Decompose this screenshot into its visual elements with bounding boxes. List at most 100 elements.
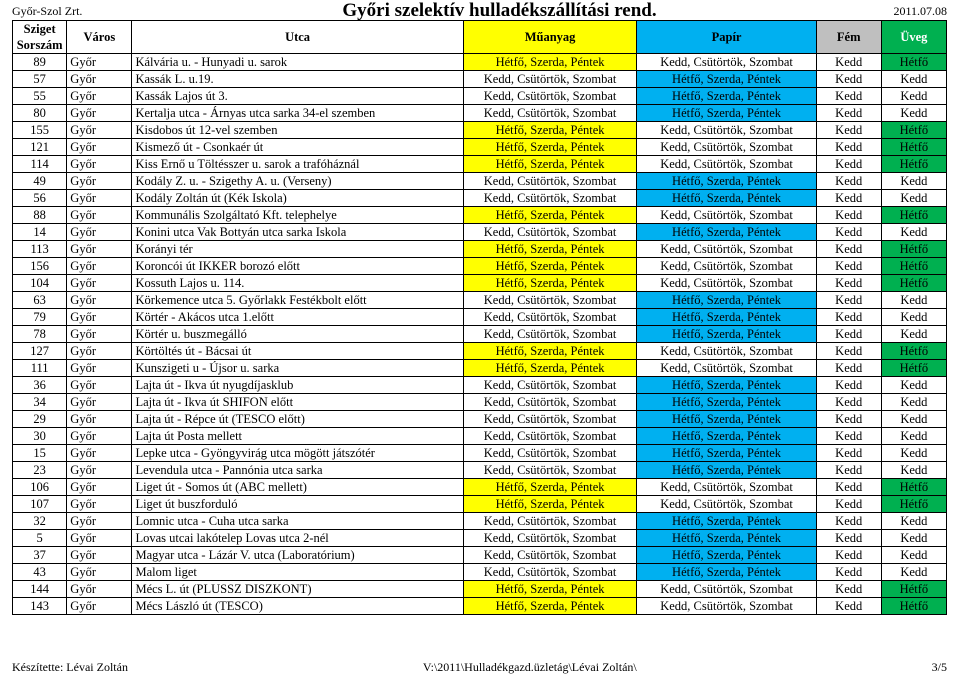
- table-row: 127GyőrKörtöltés út - Bácsai útHétfő, Sz…: [13, 343, 947, 360]
- cell-uveg: Hétfő: [881, 156, 946, 173]
- cell-varos: Győr: [67, 258, 132, 275]
- cell-utca: Kodály Zoltán út (Kék Iskola): [132, 190, 463, 207]
- cell-varos: Győr: [67, 139, 132, 156]
- cell-uveg: Kedd: [881, 105, 946, 122]
- cell-sorszam: 79: [13, 309, 67, 326]
- table-row: 32GyőrLomnic utca - Cuha utca sarkaKedd,…: [13, 513, 947, 530]
- cell-muanyag: Kedd, Csütörtök, Szombat: [463, 411, 637, 428]
- cell-muanyag: Kedd, Csütörtök, Szombat: [463, 71, 637, 88]
- cell-sorszam: 49: [13, 173, 67, 190]
- cell-sorszam: 55: [13, 88, 67, 105]
- cell-utca: Liget út - Somos út (ABC mellett): [132, 479, 463, 496]
- cell-varos: Győr: [67, 547, 132, 564]
- table-row: 156GyőrKoroncói út IKKER borozó előtt Hét…: [13, 258, 947, 275]
- footer-path: V:\2011\Hulladékgazd.üzletág\Lévai Zoltá…: [423, 660, 637, 675]
- cell-sorszam: 57: [13, 71, 67, 88]
- cell-utca: Konini utca Vak Bottyán utca sarka Iskol…: [132, 224, 463, 241]
- table-row: 114GyőrKiss Ernő u Töltésszer u. sarok a…: [13, 156, 947, 173]
- cell-utca: Levendula utca - Pannónia utca sarka: [132, 462, 463, 479]
- cell-muanyag: Kedd, Csütörtök, Szombat: [463, 394, 637, 411]
- cell-papir: Kedd, Csütörtök, Szombat: [637, 156, 816, 173]
- col-uveg: Üveg: [881, 21, 946, 54]
- cell-uveg: Kedd: [881, 71, 946, 88]
- cell-sorszam: 107: [13, 496, 67, 513]
- cell-uveg: Kedd: [881, 564, 946, 581]
- cell-uveg: Hétfő: [881, 54, 946, 71]
- cell-sorszam: 80: [13, 105, 67, 122]
- cell-papir: Hétfő, Szerda, Péntek: [637, 513, 816, 530]
- cell-sorszam: 36: [13, 377, 67, 394]
- cell-papir: Kedd, Csütörtök, Szombat: [637, 581, 816, 598]
- cell-papir: Kedd, Csütörtök, Szombat: [637, 360, 816, 377]
- cell-utca: Lepke utca - Gyöngyvirág utca mögött ját…: [132, 445, 463, 462]
- table-row: 104GyőrKossuth Lajos u. 114.Hétfő, Szerd…: [13, 275, 947, 292]
- cell-papir: Hétfő, Szerda, Péntek: [637, 547, 816, 564]
- table-row: 30GyőrLajta út Posta mellettKedd, Csütör…: [13, 428, 947, 445]
- cell-varos: Győr: [67, 173, 132, 190]
- cell-utca: Mécs László út (TESCO): [132, 598, 463, 615]
- cell-utca: Körtér u. buszmegálló: [132, 326, 463, 343]
- cell-fem: Kedd: [816, 479, 881, 496]
- table-row: 89GyőrKálvária u. - Hunyadi u. sarokHétf…: [13, 54, 947, 71]
- table-row: 37GyőrMagyar utca - Lázár V. utca (Labor…: [13, 547, 947, 564]
- cell-muanyag: Hétfő, Szerda, Péntek: [463, 207, 637, 224]
- cell-papir: Hétfő, Szerda, Péntek: [637, 88, 816, 105]
- cell-muanyag: Hétfő, Szerda, Péntek: [463, 581, 637, 598]
- cell-uveg: Hétfő: [881, 343, 946, 360]
- cell-fem: Kedd: [816, 445, 881, 462]
- cell-papir: Hétfő, Szerda, Péntek: [637, 292, 816, 309]
- cell-sorszam: 37: [13, 547, 67, 564]
- cell-muanyag: Hétfő, Szerda, Péntek: [463, 54, 637, 71]
- table-row: 106GyőrLiget út - Somos út (ABC mellett)…: [13, 479, 947, 496]
- cell-fem: Kedd: [816, 309, 881, 326]
- cell-sorszam: 156: [13, 258, 67, 275]
- cell-sorszam: 32: [13, 513, 67, 530]
- cell-varos: Győr: [67, 275, 132, 292]
- cell-utca: Koroncói út IKKER borozó előtt: [132, 258, 463, 275]
- cell-varos: Győr: [67, 309, 132, 326]
- table-row: 144GyőrMécs L. út (PLUSSZ DISZKONT)Hétfő…: [13, 581, 947, 598]
- cell-fem: Kedd: [816, 258, 881, 275]
- cell-uveg: Hétfő: [881, 241, 946, 258]
- table-row: 15GyőrLepke utca - Gyöngyvirág utca mögö…: [13, 445, 947, 462]
- cell-uveg: Hétfő: [881, 598, 946, 615]
- cell-papir: Hétfő, Szerda, Péntek: [637, 394, 816, 411]
- table-row: 113GyőrKorányi térHétfő, Szerda, PéntekK…: [13, 241, 947, 258]
- cell-muanyag: Kedd, Csütörtök, Szombat: [463, 377, 637, 394]
- cell-papir: Kedd, Csütörtök, Szombat: [637, 54, 816, 71]
- cell-uveg: Kedd: [881, 309, 946, 326]
- table-row: 57GyőrKassák L. u.19.Kedd, Csütörtök, Sz…: [13, 71, 947, 88]
- cell-papir: Hétfő, Szerda, Péntek: [637, 428, 816, 445]
- cell-papir: Hétfő, Szerda, Péntek: [637, 530, 816, 547]
- cell-sorszam: 144: [13, 581, 67, 598]
- cell-papir: Hétfő, Szerda, Péntek: [637, 411, 816, 428]
- table-row: 23GyőrLevendula utca - Pannónia utca sar…: [13, 462, 947, 479]
- cell-sorszam: 127: [13, 343, 67, 360]
- cell-fem: Kedd: [816, 343, 881, 360]
- cell-papir: Kedd, Csütörtök, Szombat: [637, 207, 816, 224]
- cell-papir: Kedd, Csütörtök, Szombat: [637, 139, 816, 156]
- cell-muanyag: Hétfő, Szerda, Péntek: [463, 122, 637, 139]
- cell-muanyag: Kedd, Csütörtök, Szombat: [463, 564, 637, 581]
- cell-sorszam: 111: [13, 360, 67, 377]
- cell-papir: Hétfő, Szerda, Péntek: [637, 173, 816, 190]
- cell-varos: Győr: [67, 190, 132, 207]
- cell-varos: Győr: [67, 530, 132, 547]
- footer-page: 3/5: [932, 660, 947, 675]
- cell-muanyag: Kedd, Csütörtök, Szombat: [463, 190, 637, 207]
- cell-sorszam: 114: [13, 156, 67, 173]
- cell-varos: Győr: [67, 428, 132, 445]
- cell-varos: Győr: [67, 581, 132, 598]
- cell-utca: Lajta út Posta mellett: [132, 428, 463, 445]
- table-row: 34GyőrLajta út - Ikva út SHIFON előttKed…: [13, 394, 947, 411]
- cell-uveg: Kedd: [881, 428, 946, 445]
- cell-sorszam: 23: [13, 462, 67, 479]
- cell-muanyag: Hétfő, Szerda, Péntek: [463, 360, 637, 377]
- cell-utca: Kossuth Lajos u. 114.: [132, 275, 463, 292]
- cell-varos: Győr: [67, 496, 132, 513]
- table-row: 36GyőrLajta út - Ikva út nyugdíjasklubKe…: [13, 377, 947, 394]
- cell-fem: Kedd: [816, 156, 881, 173]
- cell-papir: Hétfő, Szerda, Péntek: [637, 462, 816, 479]
- page-title: Győri szelektív hulladékszállítási rend.: [132, 4, 867, 18]
- cell-uveg: Hétfő: [881, 258, 946, 275]
